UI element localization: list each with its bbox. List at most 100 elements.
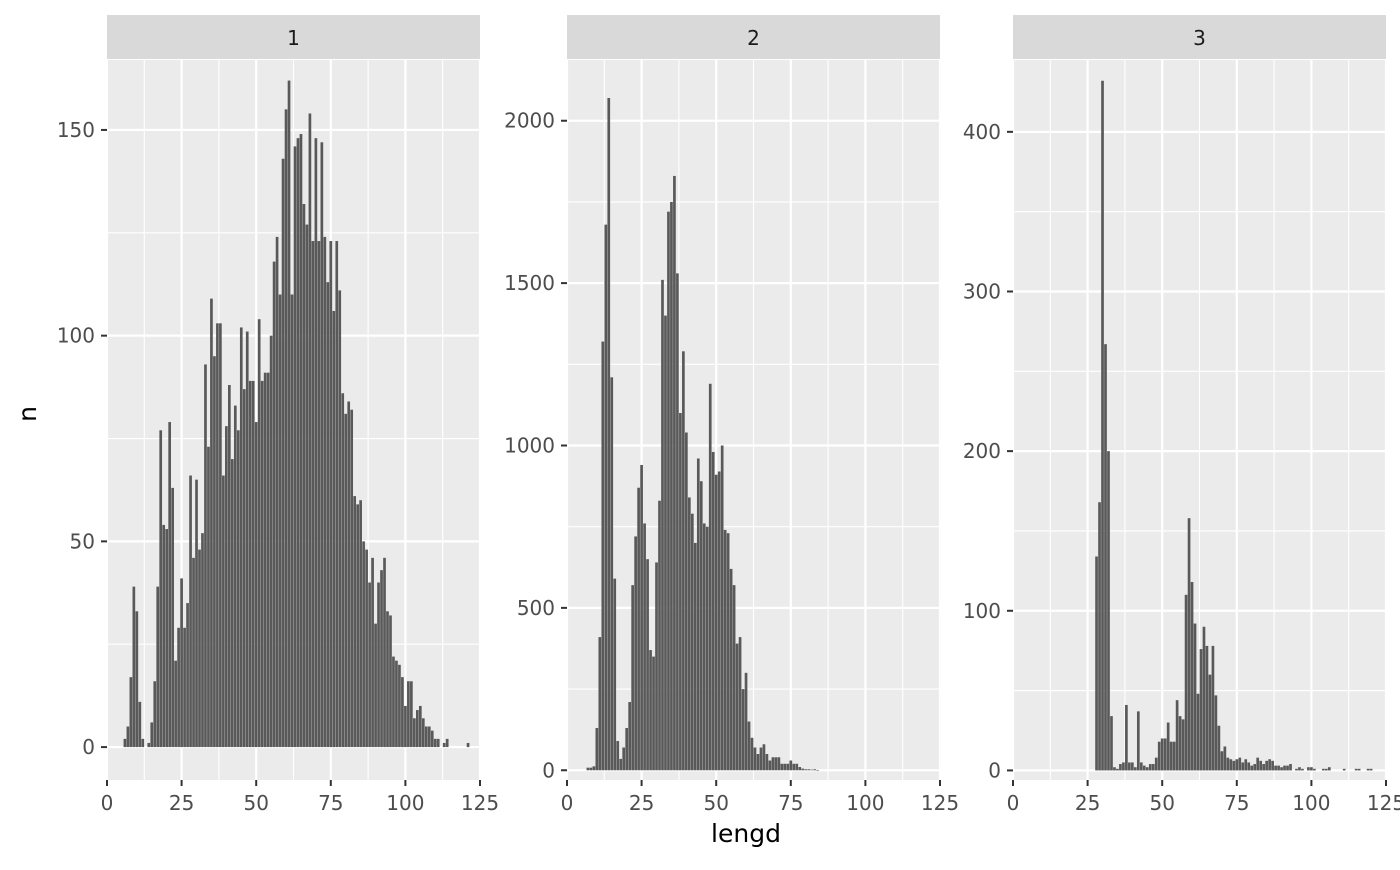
histogram-bar	[245, 331, 249, 748]
histogram-bar	[1107, 451, 1110, 771]
histogram-bar	[610, 377, 614, 771]
histogram-bar	[670, 201, 673, 771]
histogram-bar	[1313, 768, 1316, 771]
y-tick-label: 0	[82, 735, 95, 759]
histogram-bar	[371, 557, 374, 748]
histogram-bar	[1280, 767, 1283, 771]
histogram-bar	[338, 290, 342, 748]
y-tick-label: 500	[517, 596, 555, 620]
histogram-bar	[1181, 719, 1185, 771]
histogram-bar	[1354, 768, 1358, 771]
histogram-bar	[738, 637, 742, 771]
histogram-bar	[759, 747, 763, 771]
histogram-bar	[762, 744, 766, 771]
histogram-bar	[619, 758, 623, 771]
histogram-bar	[774, 757, 778, 771]
histogram-bar	[359, 500, 362, 748]
histogram-bar	[350, 409, 354, 748]
histogram-bar	[198, 549, 201, 748]
histogram-bar	[192, 557, 195, 748]
x-tick-label: 125	[921, 791, 959, 815]
y-tick-label: 100	[963, 599, 1001, 623]
histogram-bar	[260, 380, 264, 748]
x-tick-label: 25	[1075, 791, 1100, 815]
x-tick-label: 100	[386, 791, 424, 815]
x-axis-title: lengd	[711, 819, 781, 848]
facet-panel-1: 1 0 25 50 75 100 125 0 50 100 150	[57, 15, 499, 815]
histogram-bar	[329, 241, 333, 748]
y-tick-label: 100	[57, 324, 95, 348]
facet-strip	[1013, 15, 1386, 59]
histogram-bar	[380, 570, 383, 748]
histogram-bar	[424, 726, 428, 748]
histogram-bar	[1139, 762, 1143, 771]
x-tick-label: 125	[1367, 791, 1400, 815]
histogram-bar	[729, 568, 733, 771]
histogram-bar	[159, 430, 163, 748]
histogram-bar	[404, 705, 407, 748]
histogram-bar	[1113, 767, 1116, 771]
histogram-bar	[693, 542, 697, 771]
histogram-bar	[186, 603, 189, 748]
histogram-bar	[374, 623, 377, 748]
histogram-bar	[798, 767, 802, 771]
histogram-bar	[219, 323, 222, 748]
histogram-bar	[801, 768, 805, 771]
histogram-bar	[777, 757, 781, 771]
histogram-bar	[180, 578, 183, 748]
histogram-bar	[702, 523, 706, 771]
histogram-bar	[126, 726, 130, 748]
histogram-bar	[141, 738, 145, 748]
histogram-bar	[696, 458, 700, 771]
histogram-bar	[1131, 762, 1134, 771]
histogram-bar	[248, 380, 252, 748]
histogram-bar	[685, 432, 688, 771]
histogram-bar	[1214, 695, 1218, 771]
histogram-bar	[1166, 722, 1170, 771]
histogram-bar	[1274, 765, 1277, 771]
histogram-bar	[251, 380, 255, 748]
histogram-bar	[129, 677, 133, 748]
histogram-bar	[607, 97, 611, 771]
histogram-bar	[263, 372, 267, 748]
histogram-bar	[362, 541, 365, 748]
histogram-bar	[445, 738, 449, 748]
x-tick-label: 50	[703, 791, 728, 815]
histogram-bar	[598, 637, 602, 771]
histogram-bar	[308, 113, 312, 748]
histogram-bar	[726, 533, 730, 771]
y-tick-label: 0	[988, 758, 1001, 782]
histogram-bar	[418, 705, 422, 748]
histogram-bar	[398, 664, 401, 748]
histogram-bar	[233, 405, 237, 748]
histogram-bar	[1125, 704, 1128, 771]
histogram-bar	[1202, 626, 1206, 771]
histogram-bar	[1157, 741, 1161, 771]
histogram-bar	[1116, 768, 1119, 771]
histogram-bar	[1265, 760, 1268, 771]
histogram-bar	[1226, 757, 1230, 771]
y-tick-label: 150	[57, 118, 95, 142]
histogram-bar	[335, 241, 339, 748]
histogram-bar	[302, 204, 306, 748]
histogram-bar	[792, 763, 796, 771]
x-tick-label: 75	[778, 791, 803, 815]
histogram-bar	[1253, 764, 1257, 771]
histogram-bar	[690, 513, 694, 771]
histogram-bar	[266, 372, 270, 748]
histogram-bar	[1128, 762, 1131, 771]
histogram-bar	[195, 479, 198, 748]
histogram-bar	[1321, 768, 1325, 771]
histogram-bar	[165, 529, 169, 748]
histogram-bar	[1324, 768, 1328, 771]
histogram-bar	[1172, 741, 1176, 771]
histogram-bar	[320, 142, 324, 748]
y-tick-label: 2000	[504, 109, 555, 133]
histogram-bar	[162, 524, 166, 748]
histogram-bar	[236, 430, 240, 748]
x-tick-label: 50	[243, 791, 268, 815]
histogram-bar	[1262, 764, 1265, 771]
x-tick-label: 125	[461, 791, 499, 815]
histogram-bar	[230, 459, 234, 748]
histogram-bar	[637, 487, 640, 771]
